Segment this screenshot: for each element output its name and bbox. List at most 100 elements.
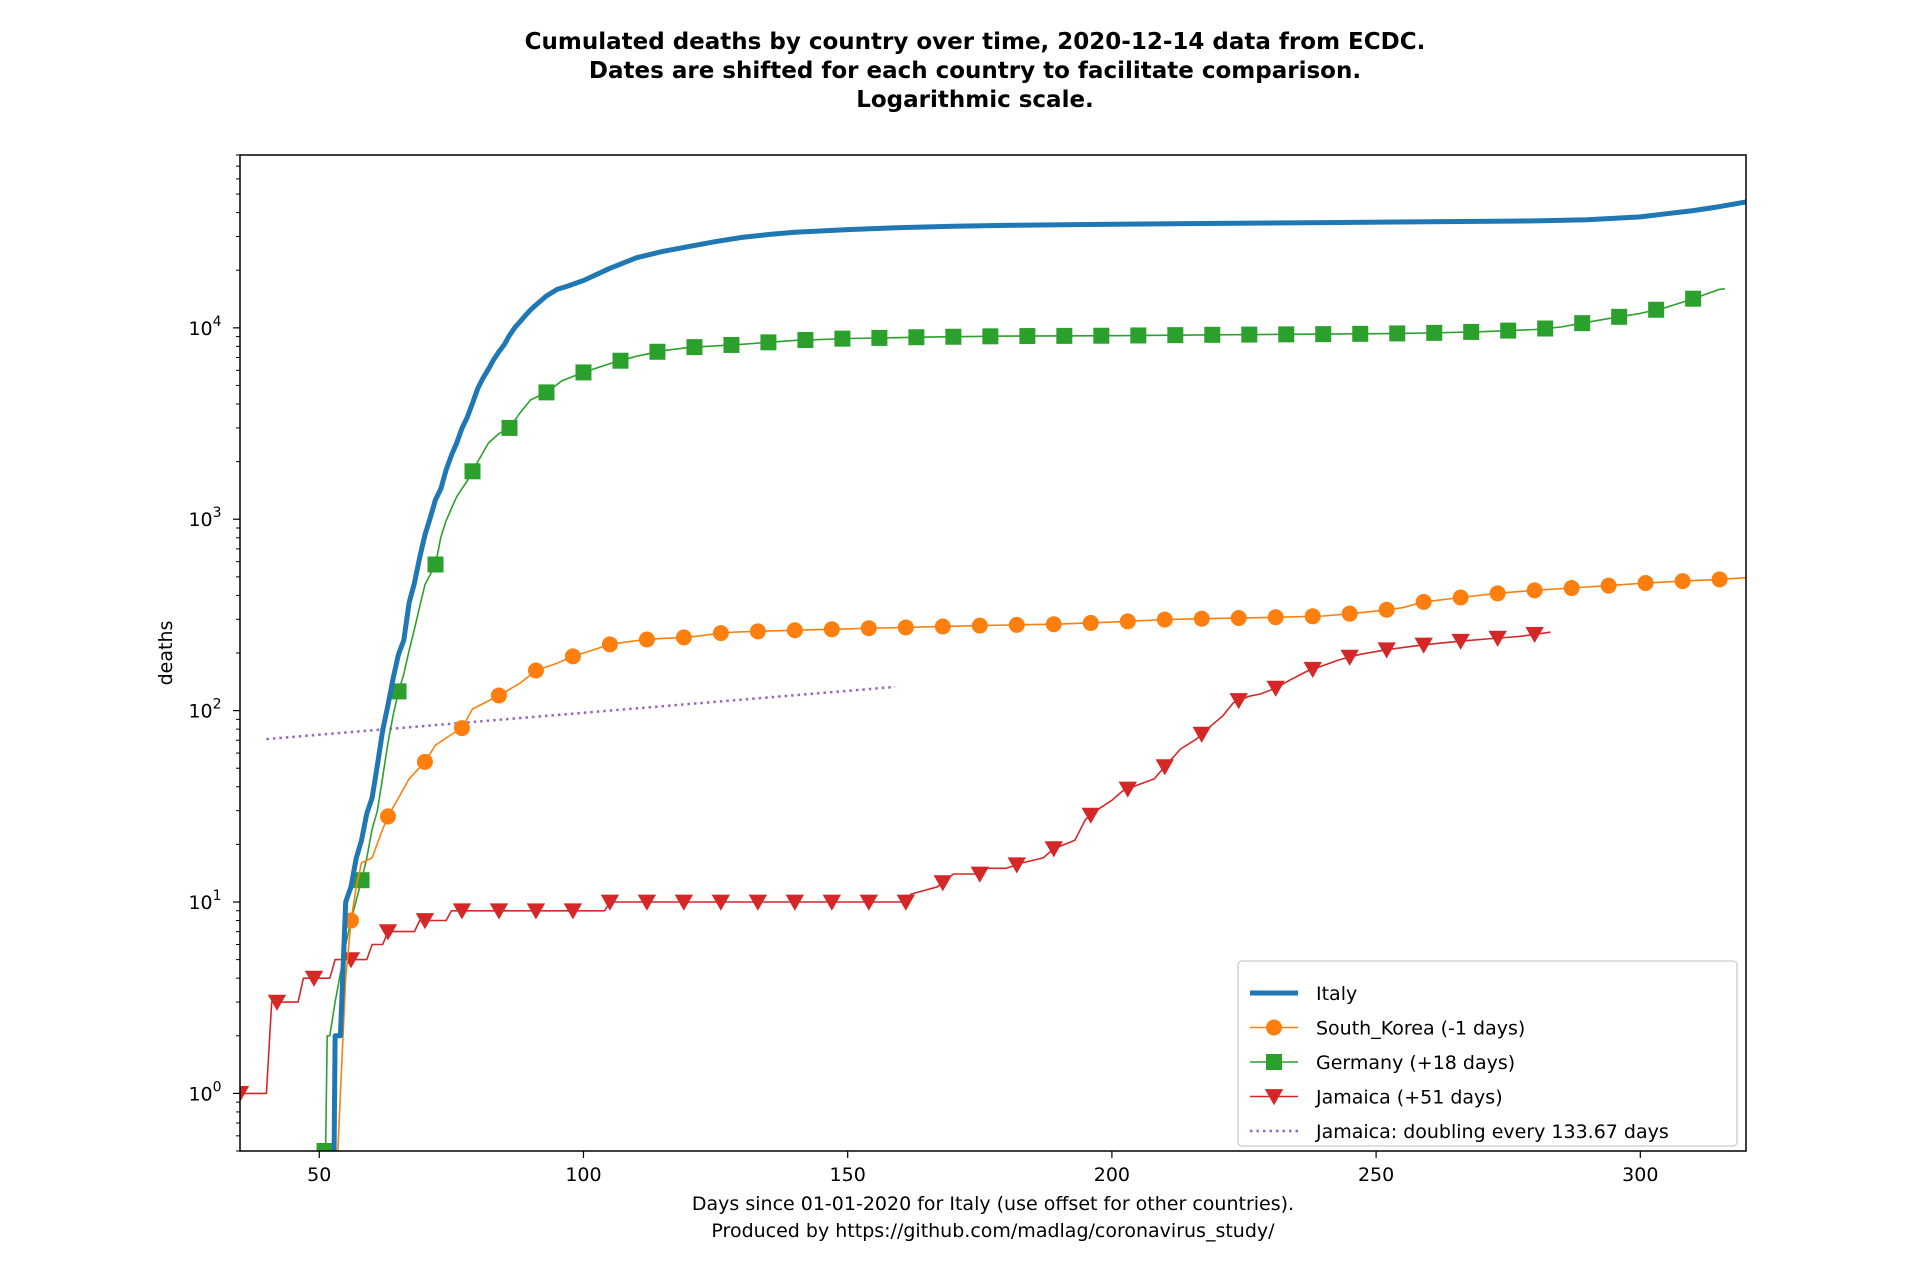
series-marker [1267,609,1284,626]
series-marker [945,328,962,345]
legend-marker [1266,1019,1282,1036]
series-marker [1563,580,1580,597]
series-marker [1119,613,1136,630]
legend-entry: Jamaica (+51 days) [1250,1087,1503,1109]
series-marker [1045,616,1062,633]
series-marker [1711,571,1728,588]
series-marker [674,894,694,911]
series-marker [1341,605,1358,622]
series-marker [686,339,703,356]
series-marker [612,352,629,369]
series-marker [823,621,840,638]
series-marker [822,894,842,911]
legend-entry: Italy [1250,983,1357,1005]
series-marker [1489,585,1506,602]
series-marker [1525,626,1544,644]
x-axis-label-line-2: Produced by https://github.com/madlag/co… [711,1220,1275,1242]
series-marker [390,683,407,700]
series-marker [600,894,620,911]
series-line [240,631,1551,1095]
series-marker [1315,326,1332,343]
series-marker [1389,325,1406,342]
legend-marker [1266,1054,1282,1070]
series-marker [489,903,509,920]
legend-entry: Jamaica: doubling every 133.67 days [1250,1121,1669,1143]
x-tick-label: 50 [307,1164,331,1186]
series-marker [1574,315,1591,332]
series-marker [1007,857,1026,874]
chart-title: Cumulated deaths by country over time, 2… [525,29,1426,113]
series-0 [331,199,1746,1151]
y-tick-label: 103 [188,505,221,531]
x-tick-label: 300 [1622,1164,1658,1186]
legend-entry: South_Korea (-1 days) [1250,1018,1525,1040]
series-marker [934,618,951,635]
series-marker [1093,327,1110,344]
series-marker [1488,630,1507,647]
series-marker [711,894,731,911]
series-marker [1352,325,1369,342]
series-marker [501,419,518,436]
series-marker [649,343,666,360]
series-marker [464,463,481,480]
series-marker [267,994,287,1011]
legend-marker [1264,1089,1284,1106]
title-line-1: Cumulated deaths by country over time, 2… [525,29,1426,55]
series-marker [797,331,814,348]
series-marker [490,687,507,704]
series-marker [564,648,581,665]
x-axis-ticks: 50 100 150 200 250 300 [307,1151,1658,1186]
series-marker [563,903,583,920]
legend-label: Germany (+18 days) [1316,1052,1515,1074]
series-marker [1414,637,1433,654]
series-marker [1193,610,1210,627]
series-marker [637,894,657,911]
x-tick-label: 200 [1094,1164,1130,1186]
series-marker [675,629,692,646]
series-marker [1600,577,1617,594]
series-marker [1340,649,1359,666]
series-marker [1674,573,1691,590]
series-marker [1192,726,1211,743]
series-marker [786,622,803,639]
series-marker [908,329,925,346]
series-marker [970,866,989,883]
series-4 [266,685,896,741]
series-3 [240,626,1551,1103]
series-marker [896,894,916,911]
series-marker [1611,308,1628,325]
series-marker [316,1143,333,1151]
legend-label: Italy [1316,983,1357,1005]
series-marker [526,903,546,920]
series-marker [871,329,888,346]
series-marker [1637,575,1654,592]
series-marker [1537,320,1554,337]
series-marker [379,808,396,825]
series-marker [1081,807,1100,824]
series-marker [1019,328,1036,345]
series-marker [785,894,805,911]
series-marker [1204,326,1221,343]
series-1 [337,571,1746,1151]
series-marker [1229,693,1248,710]
series-marker [1648,301,1665,318]
series-marker [859,894,879,911]
x-axis-label-line-1: Days since 01-01-2020 for Italy (use off… [692,1193,1294,1215]
title-line-2: Dates are shifted for each country to fa… [589,58,1361,84]
legend: Italy South_Korea (-1 days) Germany (+18 d… [1237,960,1738,1147]
series-marker [1304,608,1321,625]
series-marker [1452,589,1469,606]
x-tick-label: 150 [830,1164,866,1186]
series-marker [341,952,361,969]
x-tick-label: 100 [565,1164,601,1186]
series-marker [834,330,851,347]
series-marker [1303,661,1322,678]
series-marker [1167,327,1184,344]
series-marker [748,894,768,911]
series-marker [1008,616,1025,633]
series-marker [527,662,544,679]
series-marker [1426,324,1443,341]
series-marker [1130,327,1147,344]
series-2 [316,288,1725,1151]
series-marker [416,753,433,770]
